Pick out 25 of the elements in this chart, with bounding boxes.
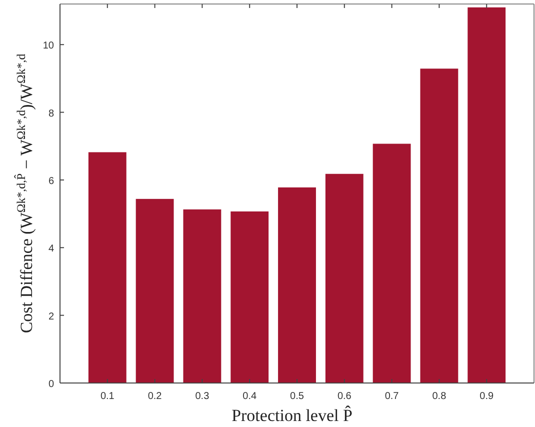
y-tick-label: 8 <box>48 108 54 120</box>
x-tick-label: 0.4 <box>242 391 257 402</box>
x-axis-title: Protection level P̂ <box>232 406 352 425</box>
y-tick-label: 0 <box>48 379 54 390</box>
x-tick-label: 0.5 <box>290 391 304 402</box>
bar <box>420 68 458 383</box>
x-tick-label: 0.8 <box>432 391 447 402</box>
x-tick-label: 0.7 <box>384 391 400 402</box>
bar <box>372 144 411 383</box>
x-tick-label: 0.1 <box>100 391 115 402</box>
x-tick-label: 0.6 <box>337 391 352 402</box>
x-tick-label: 0.3 <box>195 391 210 402</box>
y-tick-label: 6 <box>48 176 54 187</box>
bar <box>230 211 269 383</box>
bar <box>136 198 174 383</box>
bar <box>468 7 506 383</box>
bar <box>325 174 364 383</box>
bar <box>183 209 222 383</box>
bar <box>278 187 316 383</box>
bar <box>88 152 126 383</box>
y-tick-label: 4 <box>48 244 54 255</box>
x-tick-label: 0.2 <box>148 391 162 402</box>
y-tick-label: 2 <box>48 311 54 322</box>
y-tick-label: 10 <box>42 40 54 52</box>
x-tick-label: 0.9 <box>480 391 494 402</box>
